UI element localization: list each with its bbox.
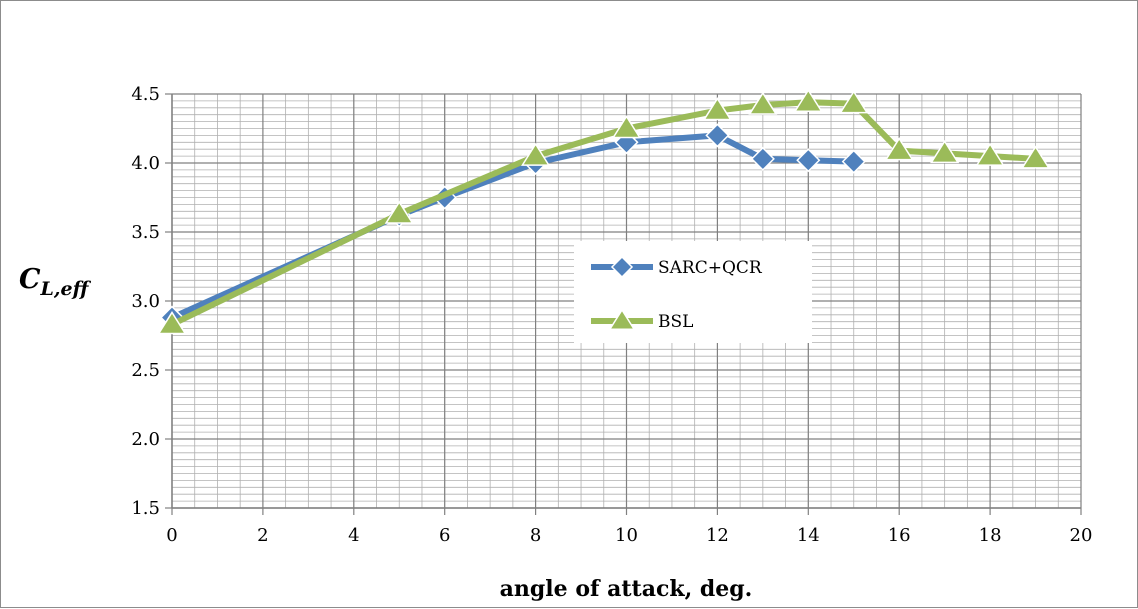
legend: SARC+QCR BSL <box>574 241 812 343</box>
data-point-bsl <box>748 91 778 115</box>
data-point-bsl <box>521 142 551 166</box>
x-tick-label: 8 <box>530 525 541 546</box>
data-point-bsl <box>157 311 187 335</box>
y-tick-label: 4.0 <box>131 153 160 174</box>
data-point-sarc-qcr <box>841 149 866 174</box>
x-axis-title: angle of attack, deg. <box>500 576 753 602</box>
x-tick-label: 0 <box>166 525 177 546</box>
legend-marker-bsl <box>608 308 636 330</box>
legend-label-bsl: BSL <box>658 312 693 332</box>
series-bsl <box>157 88 1051 335</box>
x-tick-label: 18 <box>979 525 1002 546</box>
x-tick-label: 10 <box>615 525 638 546</box>
y-tick-label: 2.0 <box>131 429 160 450</box>
axes <box>165 93 1082 515</box>
data-point-bsl <box>1020 145 1051 169</box>
x-tick-label: 16 <box>888 525 911 546</box>
x-tick-label: 12 <box>706 525 729 546</box>
y-axis-title-subscript: L,eff <box>40 278 92 300</box>
x-tick-label: 14 <box>797 525 820 546</box>
legend-item-bsl: BSL <box>591 308 693 332</box>
y-tick-label: 3.5 <box>131 222 160 243</box>
data-point-bsl <box>930 139 960 164</box>
data-point-bsl <box>793 88 823 113</box>
y-axis-title-main: C <box>19 264 41 295</box>
data-point-bsl <box>611 115 642 139</box>
y-tick-label: 3.0 <box>131 291 160 312</box>
series-layer <box>157 88 1051 335</box>
y-axis-title: CL,eff <box>19 264 92 300</box>
data-point-bsl <box>384 200 414 224</box>
legend-item-sarc-qcr: SARC+QCR <box>591 255 763 279</box>
data-point-bsl <box>884 137 914 161</box>
data-point-bsl <box>839 90 869 114</box>
data-point-bsl <box>975 142 1005 166</box>
legend-label-sarc-qcr: SARC+QCR <box>658 258 763 278</box>
x-tick-label: 4 <box>348 525 359 546</box>
data-point-sarc-qcr <box>705 123 730 148</box>
y-tick-label: 2.5 <box>131 360 160 381</box>
x-tick-label: 20 <box>1070 525 1093 546</box>
data-point-sarc-qcr <box>796 148 821 173</box>
x-tick-label: 2 <box>257 525 268 546</box>
x-tick-label: 6 <box>439 525 450 546</box>
tick-labels: 0 2 4 6 8 10 12 14 16 18 20 1.5 2.0 2.5 3.0 3.5 4.0 4.5 <box>131 84 1092 546</box>
y-tick-label: 4.5 <box>131 84 160 105</box>
y-tick-label: 1.5 <box>131 498 160 519</box>
data-point-bsl <box>702 97 732 121</box>
data-point-sarc-qcr <box>750 146 775 171</box>
legend-marker-sarc-qcr <box>610 255 634 279</box>
